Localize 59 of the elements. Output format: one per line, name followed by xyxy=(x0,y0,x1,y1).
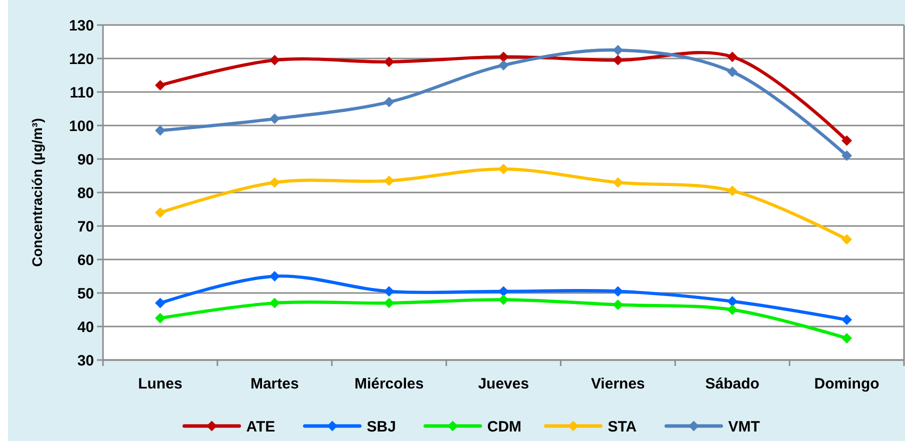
point xyxy=(269,54,280,66)
point xyxy=(842,234,852,245)
point xyxy=(612,177,624,188)
y-tick-label: 100 xyxy=(68,118,94,135)
point xyxy=(842,314,852,326)
point xyxy=(498,60,509,70)
point xyxy=(384,56,394,68)
point xyxy=(498,52,509,62)
point xyxy=(612,54,624,66)
x-tick-label: Miércoles xyxy=(354,375,424,392)
point xyxy=(154,80,166,91)
point xyxy=(269,271,280,282)
point xyxy=(154,312,166,324)
point xyxy=(727,66,738,78)
legend-label: STA xyxy=(608,418,637,436)
point xyxy=(842,135,852,146)
point xyxy=(269,114,280,124)
legend-label: VMT xyxy=(728,418,760,436)
x-tick-label: Viernes xyxy=(590,375,645,392)
y-axis-title: Concentración (µg/m³) xyxy=(28,118,45,267)
y-tick-label: 110 xyxy=(70,84,94,102)
point xyxy=(842,332,852,344)
y-tick-label: 60 xyxy=(77,252,94,269)
point xyxy=(612,299,624,310)
point xyxy=(498,164,509,174)
point xyxy=(498,294,509,305)
point xyxy=(612,44,624,56)
point xyxy=(269,298,280,308)
point xyxy=(727,296,738,307)
point xyxy=(498,286,509,297)
y-tick-label: 120 xyxy=(68,50,94,68)
point xyxy=(384,298,394,308)
x-tick-label: Martes xyxy=(250,375,299,392)
point xyxy=(384,96,394,108)
y-tick-label: 70 xyxy=(77,218,94,236)
y-tick-label: 30 xyxy=(77,352,94,370)
y-tick-label: 80 xyxy=(77,184,94,202)
x-tick-label: Lunes xyxy=(138,375,182,392)
point xyxy=(384,286,394,297)
point xyxy=(269,177,280,188)
point xyxy=(154,298,166,308)
y-tick-label: 50 xyxy=(77,285,94,302)
x-tick-label: Jueves xyxy=(478,375,529,392)
point xyxy=(842,150,852,161)
point xyxy=(727,186,738,196)
x-tick-label: Domingo xyxy=(814,375,880,392)
legend-label: SBJ xyxy=(366,418,396,436)
point xyxy=(727,52,738,62)
y-tick-label: 130 xyxy=(68,17,94,34)
point xyxy=(154,207,166,218)
x-tick-label: Sábado xyxy=(705,375,760,392)
point xyxy=(727,304,738,315)
legend-label: CDM xyxy=(487,418,522,436)
point xyxy=(154,125,166,136)
y-tick-label: 40 xyxy=(77,318,94,336)
point xyxy=(384,176,394,186)
y-tick-label: 90 xyxy=(77,151,94,168)
point xyxy=(612,286,624,297)
legend-label: ATE xyxy=(246,418,276,436)
